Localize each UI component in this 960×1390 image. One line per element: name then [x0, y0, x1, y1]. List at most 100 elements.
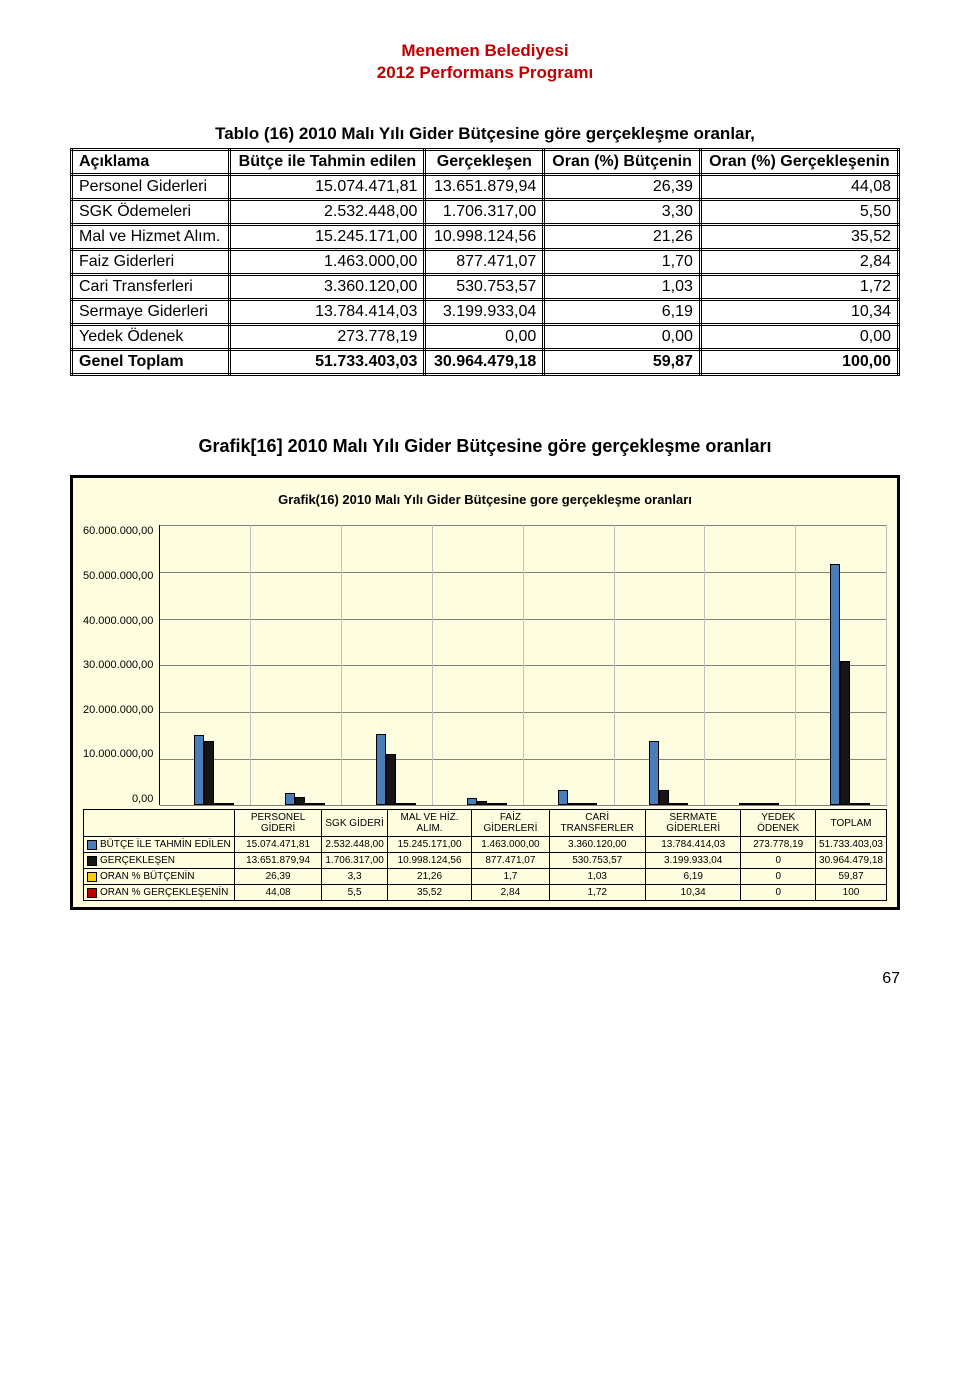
- table-cell: 26,39: [544, 175, 701, 200]
- chart-bar: [840, 661, 850, 806]
- y-axis-labels: 60.000.000,0050.000.000,0040.000.000,003…: [83, 525, 159, 805]
- legend-value-cell: 273.778,19: [741, 837, 816, 853]
- chart-bar: [578, 803, 588, 805]
- page-header: Menemen Belediyesi 2012 Performans Progr…: [70, 40, 900, 84]
- chart-bar: [477, 801, 487, 805]
- chart-bar: [305, 803, 315, 805]
- table-cell: 1.706.317,00: [425, 200, 544, 225]
- legend-category-header: TOPLAM: [816, 810, 887, 837]
- chart-bar: [406, 803, 416, 805]
- y-axis-label: 50.000.000,00: [83, 570, 153, 582]
- legend-swatch: [87, 872, 97, 882]
- bar-group: [342, 525, 433, 805]
- table-cell: 13.784.414,03: [230, 300, 425, 325]
- chart-bar: [558, 790, 568, 806]
- table-cell: 0,00: [700, 325, 898, 350]
- table-row: Faiz Giderleri1.463.000,00877.471,071,70…: [72, 250, 899, 275]
- bar-group: [615, 525, 706, 805]
- chart-bar: [194, 735, 204, 805]
- legend-series-label: GERÇEKLEŞEN: [84, 853, 235, 869]
- legend-series-row: GERÇEKLEŞEN13.651.879,941.706.317,0010.9…: [84, 853, 887, 869]
- table-row: Mal ve Hizmet Alım.15.245.171,0010.998.1…: [72, 225, 899, 250]
- header-line1: Menemen Belediyesi: [70, 40, 900, 62]
- legend-category-header: MAL VE HİZ. ALIM.: [387, 810, 472, 837]
- y-axis-label: 20.000.000,00: [83, 704, 153, 716]
- table-row: Sermaye Giderleri13.784.414,033.199.933,…: [72, 300, 899, 325]
- chart-bar: [295, 797, 305, 805]
- table-cell: 2,84: [700, 250, 898, 275]
- page-number: 67: [70, 970, 900, 988]
- legend-series-label: ORAN % BÜTÇENİN: [84, 869, 235, 885]
- table-cell: 100,00: [700, 350, 898, 375]
- chart-bar: [649, 741, 659, 805]
- legend-swatch: [87, 840, 97, 850]
- bar-group: [251, 525, 342, 805]
- table-cell: 1,72: [700, 275, 898, 300]
- table-cell: Faiz Giderleri: [72, 250, 230, 275]
- table-header-cell: Oran (%) Bütçenin: [544, 150, 701, 175]
- y-axis-label: 0,00: [83, 793, 153, 805]
- chart-bar: [668, 803, 678, 805]
- table-row: SGK Ödemeleri2.532.448,001.706.317,003,3…: [72, 200, 899, 225]
- table-cell: 21,26: [544, 225, 701, 250]
- table-cell: 10,34: [700, 300, 898, 325]
- table-title: Tablo (16) 2010 Malı Yılı Gider Bütçesin…: [70, 124, 900, 144]
- legend-value-cell: 26,39: [234, 869, 322, 885]
- table-cell: Personel Giderleri: [72, 175, 230, 200]
- table-row: Personel Giderleri15.074.471,8113.651.87…: [72, 175, 899, 200]
- table-row: Genel Toplam51.733.403,0330.964.479,1859…: [72, 350, 899, 375]
- legend-value-cell: 5,5: [322, 885, 387, 901]
- legend-value-cell: 13.784.414,03: [645, 837, 740, 853]
- legend-value-cell: 2,84: [472, 885, 549, 901]
- y-axis-label: 60.000.000,00: [83, 525, 153, 537]
- legend-header-blank: [84, 810, 235, 837]
- table-header-cell: Oran (%) Gerçekleşenin: [700, 150, 898, 175]
- table-cell: 59,87: [544, 350, 701, 375]
- chart-bar: [749, 803, 759, 805]
- table-row: Yedek Ödenek273.778,190,000,000,00: [72, 325, 899, 350]
- bar-group: [433, 525, 524, 805]
- legend-category-header: PERSONEL GİDERİ: [234, 810, 322, 837]
- chart-subtitle: Grafik[16] 2010 Malı Yılı Gider Bütçesin…: [70, 436, 900, 457]
- table-cell: 6,19: [544, 300, 701, 325]
- bar-group: [160, 525, 251, 805]
- chart-bar: [769, 803, 779, 805]
- legend-category-header: SGK GİDERİ: [322, 810, 387, 837]
- table-cell: 0,00: [425, 325, 544, 350]
- table-cell: 530.753,57: [425, 275, 544, 300]
- chart-bar: [759, 803, 769, 805]
- table-cell: 51.733.403,03: [230, 350, 425, 375]
- table-cell: 35,52: [700, 225, 898, 250]
- chart-bar: [497, 803, 507, 805]
- table-cell: 1.463.000,00: [230, 250, 425, 275]
- table-row: Cari Transferleri3.360.120,00530.753,571…: [72, 275, 899, 300]
- bar-group: [705, 525, 796, 805]
- legend-value-cell: 3.360.120,00: [549, 837, 645, 853]
- chart-bar: [315, 803, 325, 805]
- legend-category-header: YEDEK ÖDENEK: [741, 810, 816, 837]
- legend-data-table: PERSONEL GİDERİSGK GİDERİMAL VE HİZ. ALI…: [83, 809, 887, 901]
- legend-value-cell: 1,03: [549, 869, 645, 885]
- legend-category-header: CARİ TRANSFERLER: [549, 810, 645, 837]
- legend-series-row: BÜTÇE İLE TAHMİN EDİLEN15.074.471,812.53…: [84, 837, 887, 853]
- legend-value-cell: 30.964.479,18: [816, 853, 887, 869]
- table-cell: Sermaye Giderleri: [72, 300, 230, 325]
- legend-value-cell: 3.199.933,04: [645, 853, 740, 869]
- chart-bar: [214, 803, 224, 805]
- table-cell: 273.778,19: [230, 325, 425, 350]
- legend-series-row: ORAN % GERÇEKLEŞENİN44,085,535,522,841,7…: [84, 885, 887, 901]
- table-cell: 44,08: [700, 175, 898, 200]
- legend-value-cell: 0: [741, 885, 816, 901]
- chart-bar: [860, 803, 870, 805]
- legend-swatch: [87, 856, 97, 866]
- table-cell: 10.998.124,56: [425, 225, 544, 250]
- chart-bar: [830, 564, 840, 805]
- chart-inner-title: Grafik(16) 2010 Malı Yılı Gider Bütçesin…: [83, 492, 887, 507]
- table-header-cell: Bütçe ile Tahmin edilen: [230, 150, 425, 175]
- table-cell: 5,50: [700, 200, 898, 225]
- legend-value-cell: 2.532.448,00: [322, 837, 387, 853]
- bar-group: [524, 525, 615, 805]
- chart-bar: [224, 803, 234, 805]
- y-axis-label: 30.000.000,00: [83, 659, 153, 671]
- legend-series-label: BÜTÇE İLE TAHMİN EDİLEN: [84, 837, 235, 853]
